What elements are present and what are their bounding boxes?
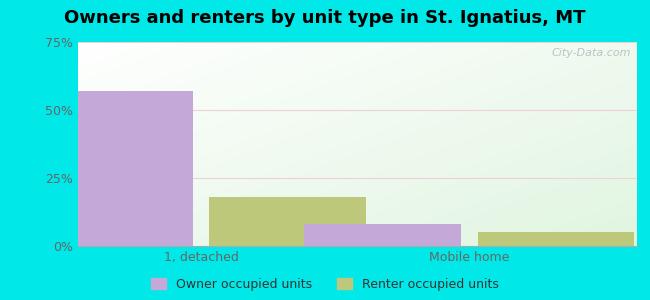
- Bar: [478, 232, 634, 246]
- Text: Owners and renters by unit type in St. Ignatius, MT: Owners and renters by unit type in St. I…: [64, 9, 586, 27]
- Bar: [209, 197, 366, 246]
- Bar: [304, 224, 461, 246]
- Bar: [36, 91, 192, 246]
- Text: City-Data.com: City-Data.com: [552, 48, 631, 58]
- Legend: Owner occupied units, Renter occupied units: Owner occupied units, Renter occupied un…: [151, 278, 499, 291]
